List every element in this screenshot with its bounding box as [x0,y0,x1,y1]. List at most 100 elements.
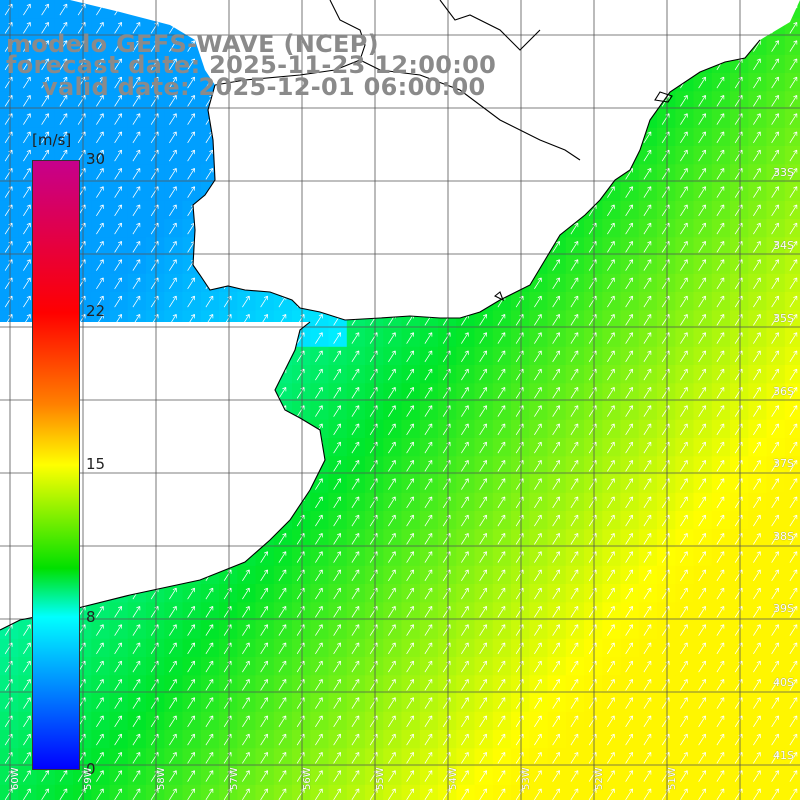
wind-cell [693,693,713,713]
wind-arrow [132,642,141,655]
wind-arrow [643,405,652,417]
wind-arrow [132,40,141,52]
wind-cell [657,383,676,403]
wind-cell [383,401,403,421]
wind-cell [620,675,640,695]
wind-arrow [771,496,779,509]
wind-arrow [96,788,104,800]
wind-arrow [406,332,414,344]
wind-arrow [260,733,268,746]
wind-cell [748,547,768,567]
wind-arrow [570,277,579,290]
wind-cell [693,419,713,439]
wind-arrow [716,697,725,709]
wind-cell [784,693,800,713]
wind-cell [292,784,311,800]
lon-label-54w: 54W [448,767,459,790]
wind-arrow [570,496,579,509]
wind-cell [127,73,147,92]
wind-cell [456,620,476,640]
wind-arrow [169,241,177,253]
wind-cell [511,675,530,695]
wind-cell [529,766,549,786]
wind-arrow [96,642,104,655]
wind-arrow [789,368,798,381]
wind-cell [18,127,38,147]
wind-arrow [187,113,195,125]
wind-cell [109,730,129,749]
wind-arrow [753,95,761,107]
wind-cell [748,711,768,731]
wind-cell [127,164,147,184]
wind-arrow [461,624,469,636]
wind-arrow [333,514,341,527]
wind-arrow [351,423,360,436]
wind-cell [200,620,220,640]
wind-cell [474,584,494,603]
wind-cell [127,748,147,768]
wind-arrow [716,241,725,253]
wind-arrow [534,478,542,490]
wind-cell [784,127,800,147]
wind-arrow [132,660,141,673]
wind-cell [182,620,202,640]
wind-arrow [607,295,615,308]
wind-cell [273,565,293,585]
wind-cell [784,730,800,749]
wind-cell [182,675,202,695]
wind-cell [419,328,439,348]
wind-cell [36,18,56,38]
wind-cell [730,730,749,749]
wind-cell [529,565,549,585]
wind-cell [255,292,275,311]
wind-cell [766,73,786,92]
wind-cell [346,511,366,530]
wind-arrow [680,624,688,636]
wind-arrow [771,551,779,563]
wind-cell [182,711,202,731]
wind-cell [492,602,512,622]
wind-arrow [497,332,506,344]
wind-arrow [351,332,360,344]
wind-arrow [424,697,433,709]
wind-cell [365,784,384,800]
wind-cell [657,766,676,786]
wind-cell [693,529,713,549]
wind-arrow [607,368,615,381]
wind-cell [620,255,640,275]
wind-cell [292,693,311,713]
wind-cell [18,766,38,786]
wind-cell [91,693,111,713]
wind-arrow [552,642,560,655]
wind-cell [310,401,330,421]
wind-arrow [607,660,615,673]
wind-arrow [552,587,560,600]
wind-cell [273,675,293,695]
wind-cell [730,127,749,147]
wind-arrow [625,752,633,764]
wind-cell [164,675,184,695]
wind-arrow [625,241,633,253]
wind-cell [146,219,165,238]
wind-cell [766,200,786,220]
wind-arrow [552,478,560,490]
wind-cell [91,54,111,74]
wind-arrow [607,387,615,399]
wind-cell [474,748,494,768]
wind-cell [730,474,749,494]
wind-cell [365,638,384,658]
wind-arrow [753,679,761,691]
wind-cell [766,146,786,165]
wind-cell [127,237,147,257]
wind-arrow [479,733,487,746]
wind-arrow [680,660,688,673]
wind-arrow [461,770,469,782]
wind-cell [602,529,622,549]
wind-arrow [570,569,579,582]
wind-cell [584,711,603,731]
wind-cell [620,182,640,202]
wind-cell [36,36,56,56]
wind-cell [255,675,275,695]
wind-cell [675,146,695,165]
wind-cell [438,438,457,457]
